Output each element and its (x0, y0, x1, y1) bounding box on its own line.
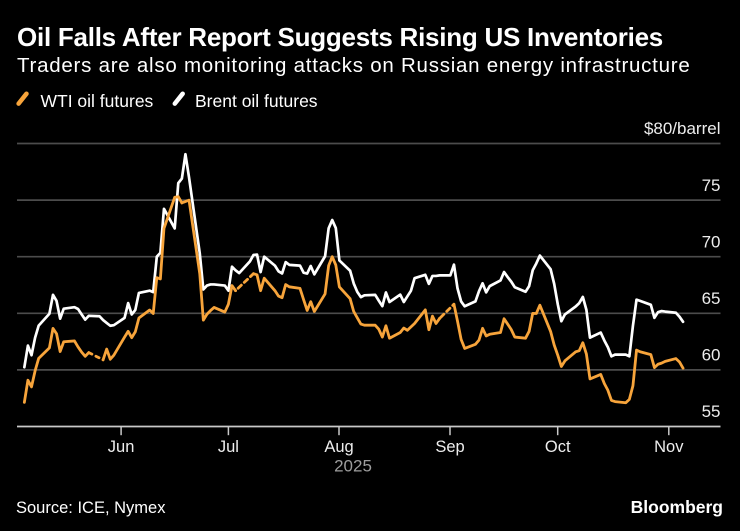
svg-text:Jul: Jul (218, 438, 239, 456)
svg-text:Jun: Jun (108, 438, 135, 456)
svg-text:60: 60 (702, 346, 721, 365)
svg-text:75: 75 (702, 176, 721, 195)
svg-text:$80/barrel: $80/barrel (644, 119, 721, 138)
svg-text:Oct: Oct (545, 438, 571, 456)
svg-text:55: 55 (702, 402, 721, 421)
svg-text:70: 70 (702, 232, 721, 251)
svg-text:2025: 2025 (334, 457, 372, 476)
svg-text:Sep: Sep (435, 438, 464, 456)
svg-text:Nov: Nov (654, 438, 684, 456)
svg-text:65: 65 (702, 289, 721, 308)
svg-text:Aug: Aug (324, 438, 353, 456)
